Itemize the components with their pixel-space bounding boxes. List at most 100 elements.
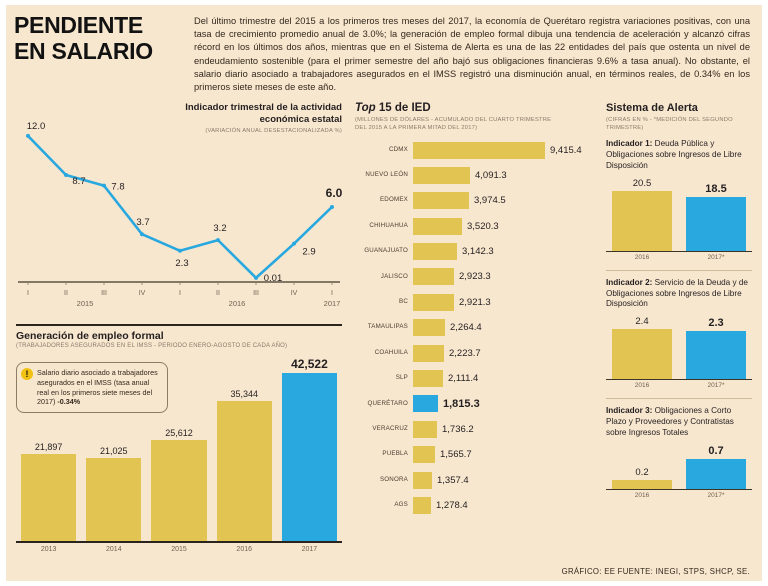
indicator-year-label: 2016 (634, 491, 650, 499)
ied-row-SONORA: SONORA 1,357.4 (355, 467, 593, 492)
employment-value: 21,025 (100, 446, 128, 457)
line-chart-header: Indicador trimestral de la actividad eco… (172, 102, 342, 134)
indicator-chart: 0.2 0.7 (606, 445, 752, 490)
employment-bar-2013: 21,897 (21, 442, 77, 542)
indicator-value: 0.2 (635, 466, 649, 478)
indicator-years: 2016 2017* (606, 252, 752, 261)
page-title: PENDIENTE EN SALARIO (14, 12, 186, 94)
bar (612, 479, 672, 489)
employment-year-label: 2015 (171, 546, 187, 554)
ied-row-CDMX: CDMX 9,415.4 (355, 137, 593, 162)
ied-category-label: EDOMEX (379, 196, 408, 204)
svg-text:12.0: 12.0 (27, 121, 46, 132)
employment-value: 35,344 (230, 389, 258, 400)
ied-category-label: CHIHUAHUA (369, 221, 408, 229)
indicator-year-label: 2017* (707, 491, 725, 499)
bar (151, 440, 207, 542)
page-title-line2: EN SALARIO (14, 37, 153, 64)
ied-value: 3,520.3 (467, 220, 499, 232)
svg-text:2016: 2016 (229, 299, 246, 308)
indicator-name: Indicador 3: Obligaciones a Corto Plazo … (606, 406, 734, 437)
indicator-value: 2.3 (708, 317, 724, 330)
divider (606, 398, 752, 400)
indicator-2: Indicador 2: Servicio de la Deuda y de O… (606, 278, 752, 389)
ied-value: 4,091.3 (475, 169, 507, 181)
bar (281, 373, 338, 542)
employment-year-label: 2017 (301, 546, 318, 554)
ied-row-PUEBLA: PUEBLA 1,565.7 (355, 442, 593, 467)
ied-rows: CDMX 9,415.4 NUEVO LEÓN 4,091.3 EDOMEX 3,974.… (355, 137, 593, 518)
svg-text:II: II (64, 290, 68, 297)
svg-text:2015: 2015 (77, 299, 94, 308)
employment-value: 25,612 (165, 428, 193, 439)
bar (413, 217, 462, 235)
employment-bar-2017: 42,522 (281, 357, 338, 542)
warning-icon: ! (21, 368, 33, 381)
employment-year-label: 2013 (40, 546, 57, 554)
indicator-value: 20.5 (632, 177, 652, 189)
alert-title: Sistema de Alerta (606, 102, 698, 115)
salary-note-text: Salario diario asociado a trabajadores a… (37, 368, 158, 407)
indicator-years: 2016 2017* (606, 380, 752, 389)
bar (413, 141, 545, 159)
ied-row-BC: BC 2,921.3 (355, 290, 593, 315)
alert-indicators: Indicador 1: Deuda Pública y Obligacione… (606, 139, 752, 499)
ied-title: Top 15 de IED (355, 102, 593, 114)
bar (216, 401, 272, 542)
bar (86, 458, 142, 542)
svg-text:III: III (253, 290, 259, 297)
employment-subtitle: (TRABAJADORES ASEGURADOS EN EL IMSS - PE… (16, 343, 288, 350)
ied-value: 1,736.2 (442, 423, 474, 435)
bar (612, 329, 672, 380)
line-chart-subtitle: (VARIACIÓN ANUAL DESESTACIONALIZADA %) (205, 127, 342, 134)
ied-row-NUEVO LEÓN: NUEVO LEÓN 4,091.3 (355, 163, 593, 188)
bar (413, 370, 443, 388)
ied-row-VERACRUZ: VERACRUZ 1,736.2 (355, 417, 593, 442)
bar (686, 196, 746, 251)
svg-text:3.2: 3.2 (213, 223, 226, 234)
ied-row-JALISCO: JALISCO 2,923.3 (355, 264, 593, 289)
indicator-year-label: 2017* (707, 382, 725, 390)
svg-text:3.7: 3.7 (136, 217, 149, 228)
bar (413, 293, 454, 311)
bar (413, 497, 431, 514)
salary-note: ! Salario diario asociado a trabajadores… (16, 362, 168, 413)
ied-value: 2,921.3 (459, 296, 491, 308)
employment-bar-2015: 25,612 (151, 428, 207, 542)
svg-text:2.9: 2.9 (302, 247, 315, 258)
ied-value: 2,223.7 (449, 347, 481, 359)
indicator-bar-2016: 0.2 (612, 467, 672, 489)
ied-category-label: PUEBLA (382, 450, 408, 458)
ied-category-label: TAMAULIPAS (367, 323, 408, 331)
svg-text:2017: 2017 (324, 299, 341, 308)
svg-text:III: III (101, 290, 107, 297)
indicator-bar-2016: 20.5 (612, 178, 672, 251)
indicator-value: 18.5 (705, 182, 727, 195)
bar (413, 192, 469, 210)
indicator-years: 2016 2017* (606, 490, 752, 499)
ied-value: 1,815.3 (443, 397, 480, 410)
employment-year-label: 2014 (106, 546, 122, 554)
ied-category-label: GUANAJUATO (364, 247, 408, 255)
svg-text:IV: IV (291, 290, 298, 297)
svg-text:II: II (216, 290, 220, 297)
bar (413, 243, 457, 261)
ied-category-label: VERACRUZ (372, 424, 408, 432)
alert-column: Sistema de Alerta (CIFRAS EN % - *MEDICI… (606, 102, 752, 553)
ied-category-label: QUERÉTARO (367, 399, 408, 407)
svg-text:I: I (179, 290, 181, 297)
svg-text:I: I (27, 290, 29, 297)
indicator-name: Indicador 2: Servicio de la Deuda y de O… (606, 277, 748, 309)
svg-text:7.8: 7.8 (111, 182, 124, 193)
line-chart-activity: Indicador trimestral de la actividad eco… (16, 102, 342, 314)
indicator-3: Indicador 3: Obligaciones a Corto Plazo … (606, 406, 752, 499)
ied-value: 3,142.3 (462, 246, 494, 258)
left-column: Indicador trimestral de la actividad eco… (16, 102, 342, 553)
bar (686, 458, 746, 489)
employment-bar-2014: 21,025 (86, 446, 142, 542)
salary-note-value: -0.34% (57, 397, 81, 407)
infographic-canvas: PENDIENTE EN SALARIO Del último trimestre… (6, 5, 762, 581)
svg-text:IV: IV (139, 290, 146, 297)
bar (413, 344, 444, 362)
ied-row-EDOMEX: EDOMEX 3,974.5 (355, 188, 593, 213)
